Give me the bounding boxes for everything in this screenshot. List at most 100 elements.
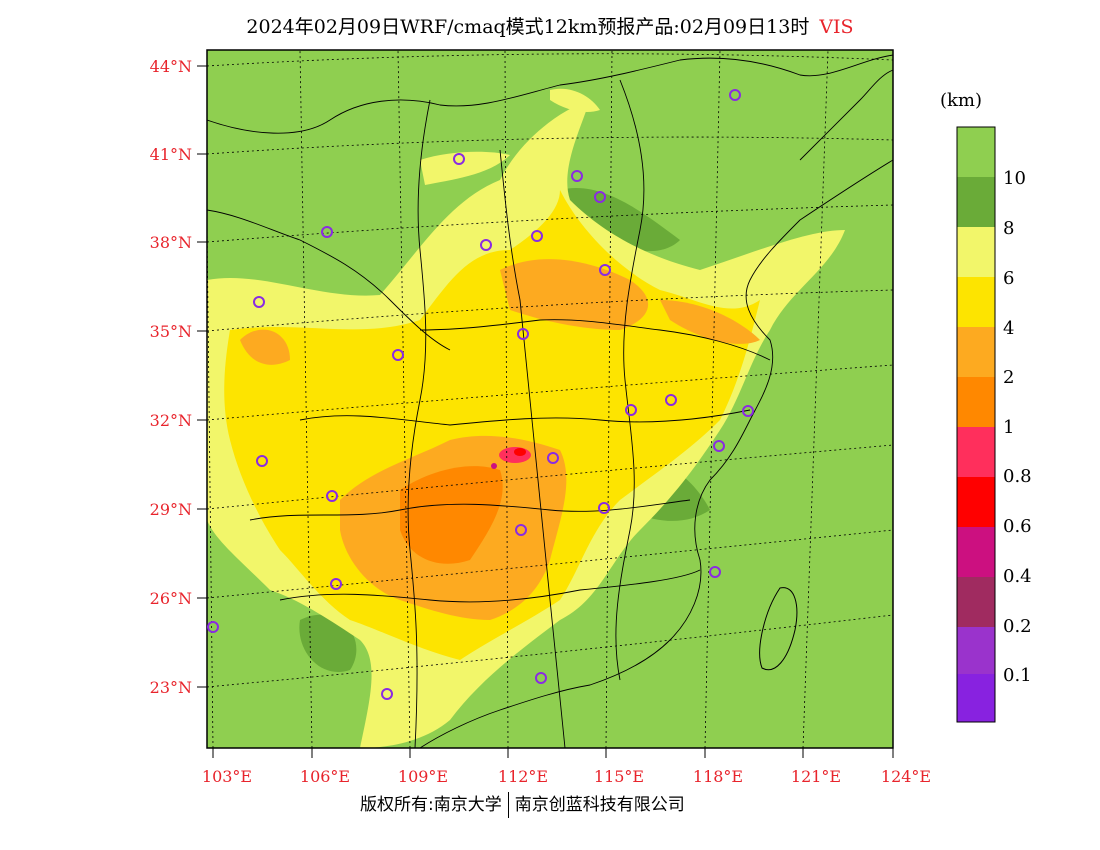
grid-lon-109 xyxy=(397,50,411,748)
map-frame xyxy=(206,49,894,749)
station-marker xyxy=(453,153,465,165)
border-korea xyxy=(799,69,893,161)
field-2km-north xyxy=(500,259,649,330)
field-6km-inner-mongolia xyxy=(550,88,600,112)
colorbar-label: 0.1 xyxy=(1003,665,1032,686)
field-08km xyxy=(499,447,531,463)
field-06km xyxy=(514,448,526,456)
colorbar-swatch xyxy=(957,327,995,377)
colorbar-unit: (km) xyxy=(940,90,983,111)
field-04km xyxy=(491,463,497,469)
lat-label-32: 32°N xyxy=(150,411,192,430)
colorbar-swatch xyxy=(957,427,995,477)
border-province-4 xyxy=(249,499,691,521)
station-markers xyxy=(207,89,754,700)
lon-label-109: 109°E xyxy=(398,767,448,786)
colorbar-swatch xyxy=(957,177,995,227)
station-marker xyxy=(709,566,721,578)
colorbar-label: 4 xyxy=(1003,318,1015,339)
border-province-3 xyxy=(299,409,751,426)
colorbar-swatch xyxy=(957,277,995,327)
station-marker xyxy=(381,688,393,700)
colorbar-label: 8 xyxy=(1003,218,1015,239)
title-variable: VIS xyxy=(819,16,854,38)
colorbar-swatch xyxy=(957,527,995,577)
station-marker xyxy=(392,349,404,361)
station-marker xyxy=(531,230,543,242)
border-province-2 xyxy=(419,319,771,361)
border-province-7 xyxy=(407,99,431,748)
station-marker xyxy=(330,578,342,590)
station-marker xyxy=(547,452,559,464)
lon-label-124: 124°E xyxy=(881,767,931,786)
lat-label-35: 35°N xyxy=(150,322,192,341)
colorbar-swatch xyxy=(957,627,995,674)
map-fields xyxy=(207,50,893,748)
grid-lat-29 xyxy=(207,444,893,510)
field-2km-west xyxy=(240,329,290,365)
copyright-footer: 版权所有:南京大学 南京创蓝科技有限公司 xyxy=(360,790,685,818)
border-province-8 xyxy=(615,79,645,681)
station-marker xyxy=(321,226,333,238)
lon-label-112: 112°E xyxy=(498,767,548,786)
colorbar-label: 1 xyxy=(1003,417,1015,438)
lat-label-23: 23°N xyxy=(150,678,192,697)
colorbar-swatch xyxy=(957,377,995,427)
colorbar-label: 10 xyxy=(1003,168,1026,189)
grid-lat-26 xyxy=(207,529,893,599)
colorbar-swatch xyxy=(957,674,995,722)
colorbar xyxy=(956,126,996,723)
colorbar-label: 0.8 xyxy=(1003,466,1032,487)
station-marker xyxy=(480,239,492,251)
lat-label-38: 38°N xyxy=(150,233,192,252)
lon-axis: 103°E 106°E 109°E 112°E 115°E 118°E 121°… xyxy=(202,748,931,786)
field-8km-north xyxy=(556,188,680,252)
footer-separator xyxy=(507,792,509,818)
station-marker xyxy=(207,621,219,633)
lat-label-29: 29°N xyxy=(150,500,192,519)
colorbar-swatch xyxy=(957,477,995,527)
colorbar-label: 0.6 xyxy=(1003,516,1032,537)
footer-right: 南京创蓝科技有限公司 xyxy=(514,795,685,815)
station-marker xyxy=(535,672,547,684)
grid-lat-32 xyxy=(207,364,893,421)
station-marker xyxy=(742,405,754,417)
station-marker xyxy=(713,440,725,452)
lat-axis: 44°N 41°N 38°N 35°N 32°N 29°N 26°N 23°N xyxy=(150,57,207,697)
coastline xyxy=(419,159,893,748)
grid-lon-121 xyxy=(802,50,829,748)
station-marker xyxy=(515,524,527,536)
station-marker xyxy=(594,191,606,203)
station-marker xyxy=(256,455,268,467)
colorbar-swatch xyxy=(957,227,995,277)
station-marker xyxy=(571,170,583,182)
colorbar-swatch xyxy=(957,127,995,177)
taiwan-island xyxy=(759,587,798,671)
grid-lon-118 xyxy=(704,50,721,748)
field-1km xyxy=(400,466,503,564)
lon-label-106: 106°E xyxy=(300,767,350,786)
colorbar-frame xyxy=(956,126,996,723)
colorbar-label: 0.2 xyxy=(1003,616,1032,637)
field-6km-north xyxy=(420,151,510,185)
station-marker xyxy=(598,502,610,514)
boundaries xyxy=(207,54,893,748)
border-province-6 xyxy=(499,149,566,748)
station-marker xyxy=(517,328,529,340)
border-province-1 xyxy=(207,209,451,351)
field-8km-south xyxy=(299,614,357,672)
station-marker xyxy=(665,394,677,406)
field-2km-east xyxy=(660,300,760,344)
border-north xyxy=(207,54,893,134)
colorbar-label: 2 xyxy=(1003,367,1015,388)
lon-label-121: 121°E xyxy=(791,767,841,786)
station-marker xyxy=(625,404,637,416)
lat-label-41: 41°N xyxy=(150,145,192,164)
grid-lon-106 xyxy=(299,50,313,748)
lon-label-103: 103°E xyxy=(202,767,252,786)
colorbar-label: 6 xyxy=(1003,268,1015,289)
map-title: 2024年02月09日WRF/cmaq模式12km预报产品:02月09日13时 V… xyxy=(0,12,1100,39)
colorbar-label: 0.4 xyxy=(1003,566,1032,587)
footer-left: 版权所有:南京大学 xyxy=(360,795,502,815)
